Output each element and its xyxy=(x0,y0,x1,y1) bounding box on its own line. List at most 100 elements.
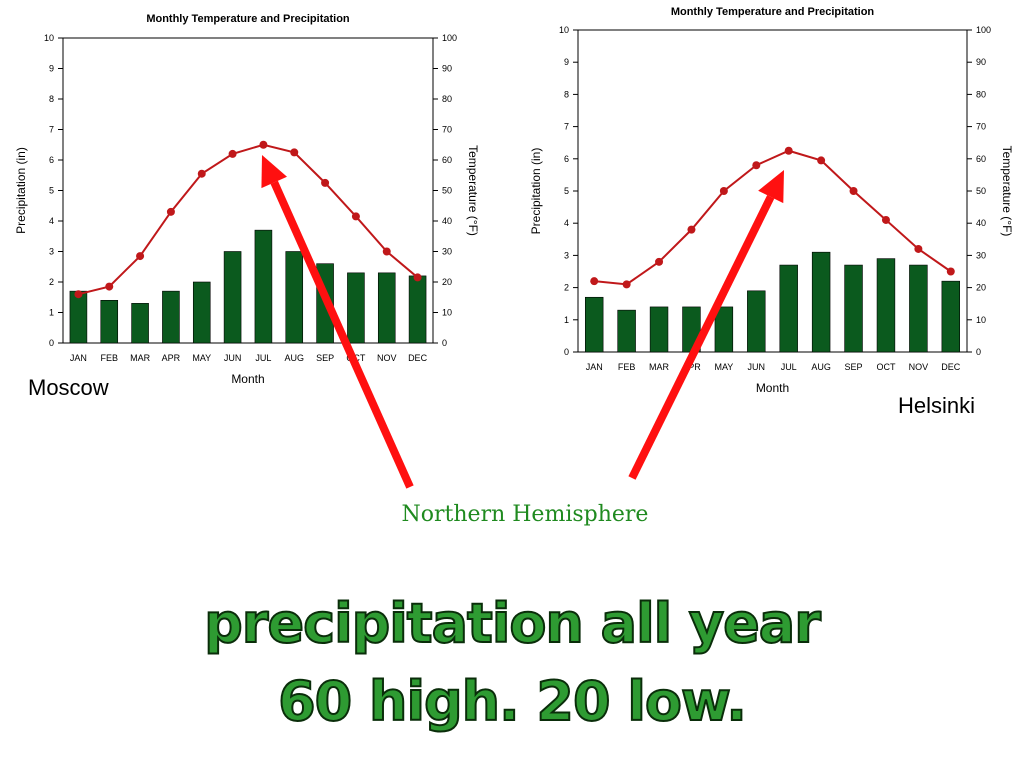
left-tick-label: 9 xyxy=(49,64,54,74)
left-tick-label: 4 xyxy=(564,218,569,228)
temp-point-nov xyxy=(914,244,923,253)
right-tick-label: 50 xyxy=(442,186,452,196)
precip-bar-jun xyxy=(747,290,766,353)
month-label: JAN xyxy=(586,362,603,372)
right-tick-label: 40 xyxy=(442,216,452,226)
chart-title: Monthly Temperature and Precipitation xyxy=(146,13,350,25)
left-tick-label: 9 xyxy=(564,57,569,67)
left-tick-label: 1 xyxy=(49,308,54,318)
right-tick-label: 100 xyxy=(976,25,991,35)
precip-bar-oct xyxy=(876,258,896,353)
month-label: JUL xyxy=(255,353,271,363)
right-tick-label: 30 xyxy=(442,247,452,257)
chart-moscow: Monthly Temperature and Precipitation 0 1 2… xyxy=(14,13,480,386)
chart-title: Monthly Temperature and Precipitation xyxy=(671,6,875,18)
temp-point-jul xyxy=(784,146,793,155)
precip-bar-jun xyxy=(223,251,242,344)
temp-point-feb xyxy=(622,280,631,289)
headline-temperature: 60 high. 20 low. xyxy=(277,669,748,734)
temp-point-may xyxy=(197,169,206,178)
temp-point-apr xyxy=(166,207,175,216)
temp-point-aug xyxy=(290,148,299,157)
temp-point-jun xyxy=(228,149,237,158)
month-label: AUG xyxy=(284,353,304,363)
right-tick-label: 70 xyxy=(976,122,986,132)
month-label: DEC xyxy=(408,353,428,363)
precip-bar-nov xyxy=(909,264,928,353)
left-tick-label: 8 xyxy=(49,94,54,104)
month-label: APR xyxy=(162,353,181,363)
temp-point-sep xyxy=(849,187,858,195)
month-label: MAR xyxy=(649,362,670,372)
temp-point-sep xyxy=(321,178,330,187)
arrow-to-helsinki-july xyxy=(628,170,784,480)
precip-bar-jul xyxy=(254,229,273,344)
precip-bar-mar xyxy=(649,306,669,353)
precip-bar-feb xyxy=(100,299,119,344)
plot-frame xyxy=(62,37,434,344)
temp-point-feb xyxy=(105,282,114,291)
left-tick-label: 6 xyxy=(564,154,569,164)
left-tick-label: 5 xyxy=(49,186,54,196)
left-tick-label: 0 xyxy=(564,347,569,357)
right-tick-label: 100 xyxy=(442,33,457,43)
temp-point-aug xyxy=(817,156,826,165)
precip-bar-may xyxy=(714,306,734,353)
city-label-moscow: Moscow xyxy=(28,375,109,400)
right-tick-label: 60 xyxy=(976,154,986,164)
left-tick-label: 7 xyxy=(564,122,569,132)
precip-bar-feb xyxy=(617,309,636,353)
precip-bar-aug xyxy=(285,251,304,344)
right-tick-label: 80 xyxy=(976,89,986,99)
left-tick-label: 4 xyxy=(49,216,54,226)
left-tick-label: 6 xyxy=(49,155,54,165)
temp-point-dec xyxy=(413,273,422,282)
right-tick-label: 0 xyxy=(976,347,981,357)
temp-point-dec xyxy=(946,267,955,276)
precip-bar-jan xyxy=(69,290,88,344)
month-label: MAY xyxy=(714,362,733,372)
left-tick-label: 2 xyxy=(564,283,569,293)
left-tick-label: 3 xyxy=(564,250,569,260)
hemisphere-label: Northern Hemisphere xyxy=(401,502,649,527)
right-tick-label: 30 xyxy=(976,250,986,260)
month-label: JAN xyxy=(70,353,87,363)
temp-point-oct xyxy=(881,215,890,224)
arrows xyxy=(261,155,784,489)
chart-helsinki: Monthly Temperature and Precipitation 0 1 2… xyxy=(529,6,1014,395)
month-label: DEC xyxy=(941,362,961,372)
right-tick-label: 80 xyxy=(442,94,452,104)
temp-point-jul xyxy=(259,140,268,149)
left-tick-label: 8 xyxy=(564,89,569,99)
temp-point-may xyxy=(719,187,728,195)
precip-bar-mar xyxy=(131,303,149,344)
right-tick-label: 20 xyxy=(442,277,452,287)
precip-bar-nov xyxy=(377,272,396,344)
left-tick-label: 0 xyxy=(49,338,54,348)
right-tick-label: 10 xyxy=(442,308,452,318)
month-label: OCT xyxy=(876,362,896,372)
right-tick-label: 0 xyxy=(442,338,447,348)
temp-point-mar xyxy=(655,257,664,266)
right-tick-label: 90 xyxy=(976,57,986,67)
right-tick-label: 70 xyxy=(442,125,452,135)
month-label: NOV xyxy=(377,353,397,363)
temp-point-mar xyxy=(136,252,145,261)
temp-point-oct xyxy=(351,212,360,221)
arrow-shaft xyxy=(270,180,414,489)
month-label: FEB xyxy=(618,362,636,372)
temp-point-nov xyxy=(382,247,391,256)
precip-bar-apr xyxy=(162,290,180,344)
precip-bar-dec xyxy=(941,280,961,353)
left-tick-label: 1 xyxy=(564,315,569,325)
right-tick-label: 20 xyxy=(976,283,986,293)
y-axis-label-left: Precipitation (in) xyxy=(529,148,543,235)
temperature-line xyxy=(78,143,419,296)
temperature-line xyxy=(594,149,952,286)
x-axis-label: Month xyxy=(756,381,789,395)
month-label: FEB xyxy=(100,353,118,363)
left-tick-label: 5 xyxy=(564,186,569,196)
month-label: JUN xyxy=(748,362,766,372)
y-axis-label-right: Temperature (°F) xyxy=(1000,146,1014,237)
